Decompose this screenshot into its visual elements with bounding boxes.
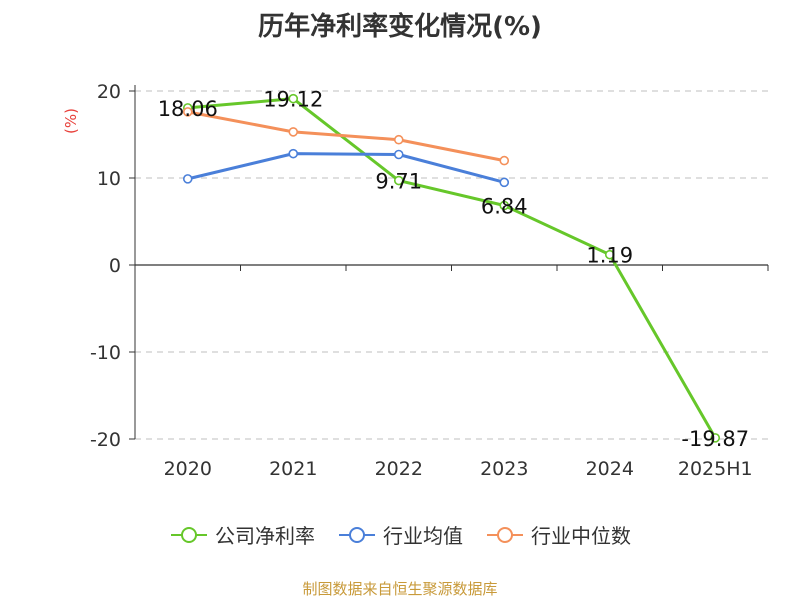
series-line-median: [187, 110, 505, 163]
data-point-median: [288, 127, 299, 137]
data-point-company: [604, 249, 615, 260]
legend: 公司净利率 行业均值 行业中位数: [0, 520, 800, 549]
y-tick-label: -10: [90, 342, 121, 364]
data-point-avg: [288, 148, 299, 159]
data-label-company: 6.84: [481, 194, 528, 218]
data-point-company: [393, 175, 404, 186]
chart-title: 历年净利率变化情况(%): [258, 12, 542, 42]
y-tick-label: 20: [97, 81, 121, 103]
data-point-company: [499, 200, 510, 211]
legend-item-industry-median[interactable]: 行业中位数: [485, 520, 631, 549]
data-point-avg: [182, 174, 193, 184]
x-tick-label: 2021: [269, 458, 317, 480]
legend-label-industry-median: 行业中位数: [531, 524, 631, 548]
data-source-note: 制图数据来自恒生聚源数据库: [302, 580, 498, 598]
data-point-median: [393, 134, 404, 145]
data-label-company: 9.71: [375, 170, 422, 194]
x-tick-label: 2025H1: [678, 458, 753, 480]
legend-marker-company-icon: [171, 526, 207, 543]
series-layer: [182, 93, 721, 443]
data-label-company: 1.19: [586, 244, 633, 268]
data-point-company: [710, 433, 721, 443]
y-tick-label: -20: [90, 429, 121, 451]
y-tick-label: 10: [97, 168, 121, 190]
x-tick-label: 2023: [480, 458, 528, 480]
x-tick-label: 2022: [375, 458, 423, 480]
series-line-company: [187, 97, 717, 439]
axis-layer: 20 10 0 -10 -20 2020 2021 2022 2023 2024 2025H1: [90, 81, 769, 480]
data-label-company: 18.06: [158, 97, 218, 121]
x-tick-label: 2020: [164, 458, 212, 480]
data-point-avg: [393, 149, 404, 160]
legend-marker-industry-median-icon: [487, 526, 523, 543]
data-label-company: 19.12: [263, 88, 323, 112]
legend-item-industry-average[interactable]: 行业均值: [337, 520, 463, 549]
data-point-avg: [499, 177, 510, 188]
legend-label-company: 公司净利率: [215, 524, 315, 548]
label-layer: 18.06 19.12 9.71 6.84 1.19 -19.87: [158, 88, 749, 451]
series-line-avg: [187, 152, 505, 184]
x-tick-label: 2024: [586, 458, 634, 480]
legend-label-industry-average: 行业均值: [383, 524, 463, 548]
data-point-company: [288, 93, 299, 104]
data-point-median: [182, 107, 193, 117]
data-label-company: -19.87: [681, 427, 749, 451]
data-point-median: [499, 155, 510, 166]
y-tick-label: 0: [109, 255, 121, 277]
legend-item-company[interactable]: 公司净利率: [169, 520, 315, 549]
legend-marker-industry-average-icon: [339, 526, 375, 543]
